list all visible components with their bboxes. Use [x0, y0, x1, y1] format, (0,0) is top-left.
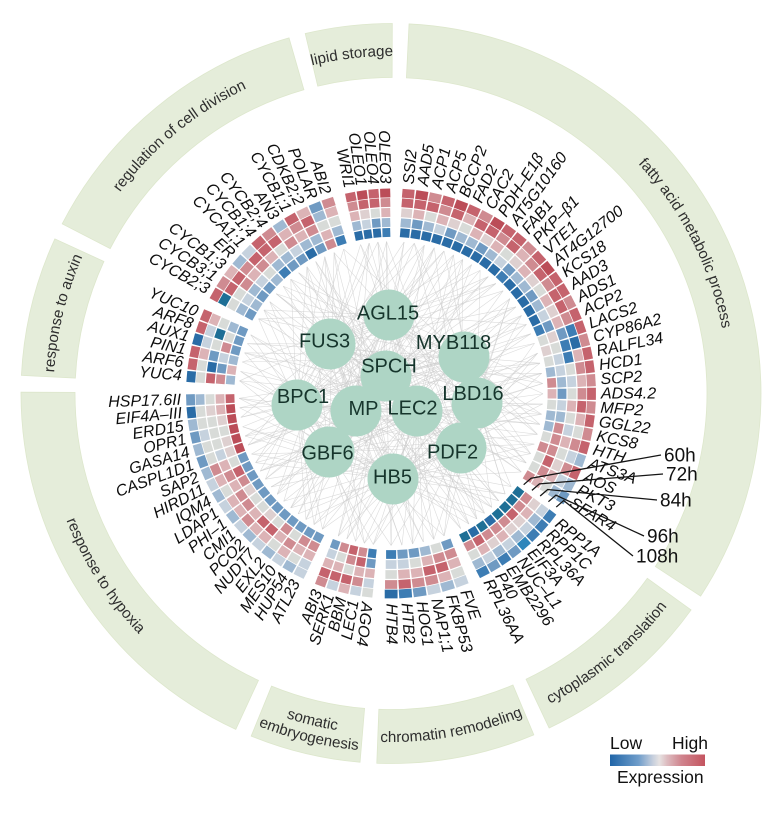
- svg-text:PDF2: PDF2: [427, 442, 478, 464]
- svg-text:EIF4A–III: EIF4A–III: [115, 405, 184, 428]
- svg-text:HCD1: HCD1: [598, 351, 643, 374]
- svg-text:ADS4.2: ADS4.2: [600, 385, 656, 402]
- svg-text:LEC2: LEC2: [387, 398, 437, 420]
- svg-text:HTB4: HTB4: [383, 603, 400, 644]
- svg-text:AGL15: AGL15: [357, 303, 419, 325]
- svg-text:Expression: Expression: [617, 767, 704, 787]
- svg-text:MP: MP: [349, 398, 379, 420]
- svg-text:AGO4: AGO4: [353, 600, 375, 647]
- svg-text:GBF6: GBF6: [301, 443, 353, 465]
- svg-text:YUC4: YUC4: [138, 364, 182, 385]
- svg-text:72h: 72h: [666, 465, 698, 486]
- svg-text:ARF6: ARF6: [141, 348, 185, 371]
- svg-text:60h: 60h: [664, 446, 696, 467]
- svg-text:108h: 108h: [636, 547, 678, 568]
- svg-text:96h: 96h: [647, 527, 679, 548]
- svg-text:OLEO4: OLEO4: [360, 130, 382, 185]
- svg-text:BPC1: BPC1: [277, 386, 329, 408]
- svg-text:HOG1: HOG1: [412, 600, 435, 647]
- svg-text:OLEO3: OLEO3: [375, 130, 394, 184]
- svg-text:SCP2: SCP2: [600, 369, 643, 389]
- svg-text:High: High: [672, 733, 708, 753]
- svg-text:FUS3: FUS3: [299, 331, 350, 353]
- svg-text:HSP17.6II: HSP17.6II: [108, 392, 182, 411]
- svg-text:84h: 84h: [660, 491, 692, 512]
- svg-text:Low: Low: [610, 733, 642, 753]
- svg-text:GGL22: GGL22: [598, 414, 652, 438]
- svg-text:SSI2: SSI2: [401, 149, 421, 185]
- svg-text:HB5: HB5: [373, 467, 412, 489]
- svg-text:AAD5: AAD5: [415, 143, 438, 188]
- svg-text:SPCH: SPCH: [361, 356, 417, 378]
- svg-text:LBD16: LBD16: [442, 383, 503, 405]
- svg-text:HTB2: HTB2: [398, 602, 418, 644]
- svg-text:MFP2: MFP2: [600, 400, 644, 420]
- svg-text:MYB118: MYB118: [416, 332, 491, 354]
- svg-text:LEC1: LEC1: [339, 599, 363, 641]
